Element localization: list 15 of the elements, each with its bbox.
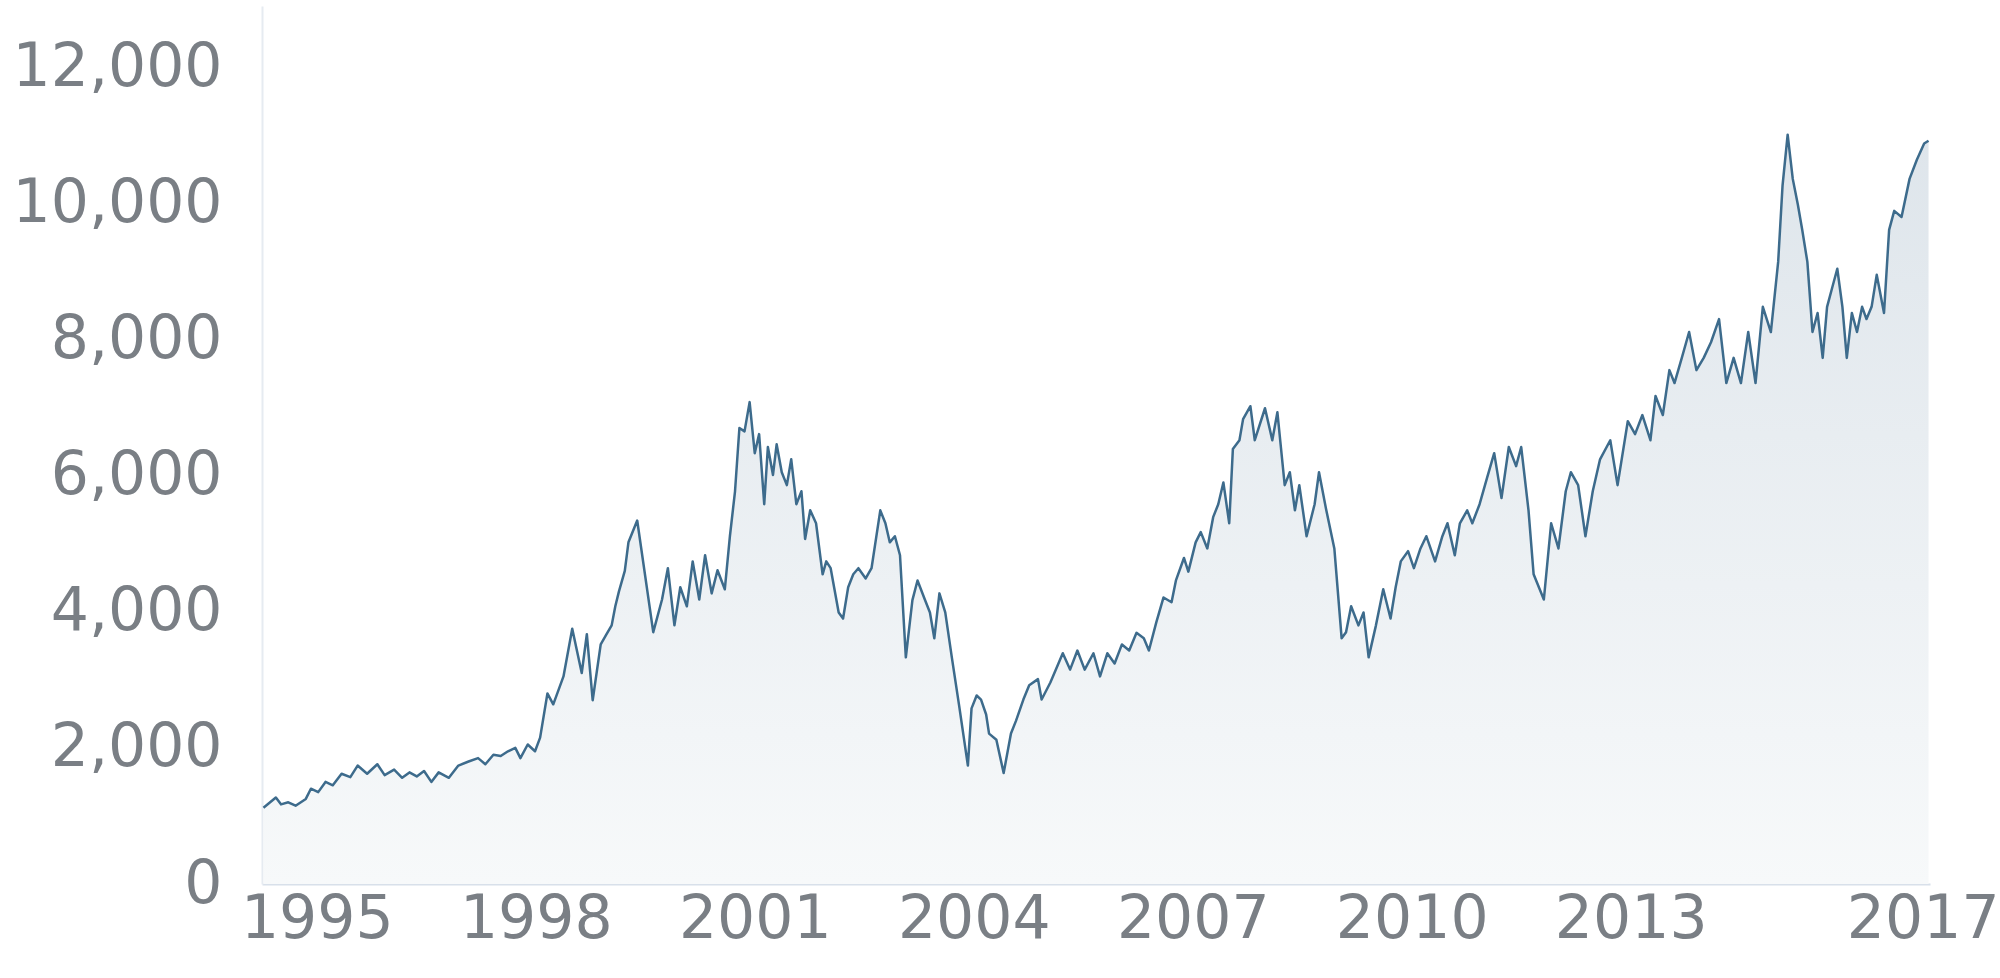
x-tick-label: 2013	[1554, 881, 1708, 952]
y-tick-label: 4,000	[50, 574, 223, 645]
y-tick-label: 6,000	[50, 438, 223, 509]
y-tick-label: 10,000	[12, 165, 223, 236]
y-tick-label: 12,000	[12, 29, 223, 100]
y-tick-label: 0	[184, 846, 223, 917]
x-tick-label: 2010	[1335, 881, 1489, 952]
x-tick-label: 2004	[897, 881, 1051, 952]
y-tick-label: 2,000	[50, 710, 223, 781]
y-tick-label: 8,000	[50, 302, 223, 372]
x-tick-label: 2017	[1846, 881, 2000, 952]
x-tick-label: 1995	[240, 881, 394, 952]
x-tick-label: 2007	[1116, 881, 1270, 952]
x-tick-label: 2001	[678, 881, 832, 952]
x-tick-label: 1998	[459, 881, 613, 952]
